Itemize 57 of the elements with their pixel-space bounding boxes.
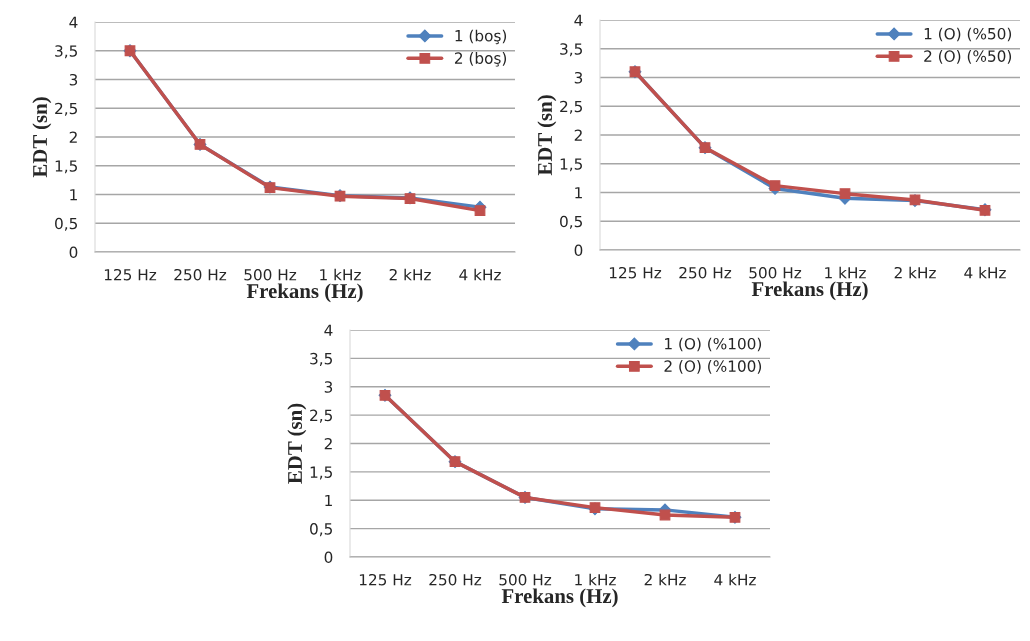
y-tick-label: 0,5	[310, 523, 332, 537]
y-tick-label: 4	[69, 16, 78, 28]
y-tick-label: 3	[574, 71, 583, 84]
y-axis-title: EDT (sn)	[537, 95, 557, 176]
y-tick-label: 4	[574, 14, 583, 26]
y-tick-label: 2	[69, 131, 77, 143]
legend-label: 1 (boş)	[455, 29, 507, 45]
x-tick-label: 125 Hz	[359, 573, 412, 586]
x-tick-label: 500 Hz	[749, 266, 802, 279]
x-tick-label: 125 Hz	[104, 268, 157, 281]
y-axis-title: EDT (sn)	[32, 97, 52, 178]
x-axis-title: Frekans (Hz)	[751, 281, 868, 301]
y-tick-label: 3	[324, 381, 333, 393]
y-tick-label: 2,5	[560, 100, 582, 114]
y-tick-label: 3,5	[310, 352, 332, 366]
y-tick-label: 1,5	[310, 466, 332, 480]
y-tick-label: 1,5	[560, 158, 582, 172]
y-tick-label: 0,5	[55, 217, 77, 231]
y-tick-label: 2,5	[55, 102, 77, 116]
legend-label: 1 (O) (%100)	[665, 337, 762, 352]
x-tick-label: 4 kHz	[459, 268, 501, 281]
x-tick-label: 1 kHz	[575, 573, 616, 586]
x-tick-label: 125 Hz	[609, 266, 662, 279]
x-tick-label: 2 kHz	[644, 573, 686, 586]
y-tick-label: 1,5	[55, 160, 77, 174]
legend-label: 2 (O) (%100)	[664, 360, 762, 374]
y-tick-label: 2	[324, 437, 332, 450]
x-tick-label: 250 Hz	[174, 268, 227, 281]
x-tick-label: 4 kHz	[714, 573, 756, 586]
x-tick-label: 2 kHz	[894, 266, 936, 279]
y-tick-label: 4	[324, 324, 333, 336]
x-tick-label: 4 kHz	[964, 266, 1006, 279]
y-tick-label: 3,5	[55, 45, 77, 59]
legend-label: 2 (boş)	[454, 52, 507, 67]
y-tick-label: 2,5	[310, 409, 332, 423]
y-axis-title: EDT (sn)	[287, 403, 307, 484]
y-tick-label: 2	[574, 129, 582, 141]
x-tick-label: 1 kHz	[320, 268, 361, 281]
x-tick-label: 500 Hz	[499, 573, 552, 586]
legend-label: 1 (O) (%50)	[924, 27, 1012, 42]
x-tick-label: 250 Hz	[429, 573, 482, 586]
y-tick-label: 3,5	[560, 43, 582, 57]
x-tick-label: 250 Hz	[679, 266, 732, 279]
y-tick-label: 0	[574, 244, 583, 257]
y-tick-label: 0,5	[560, 215, 582, 229]
legend-label: 2 (O) (%50)	[924, 50, 1012, 64]
x-tick-label: 1 kHz	[825, 266, 866, 279]
y-tick-label: 0	[69, 246, 78, 259]
y-tick-label: 1	[70, 189, 77, 201]
y-tick-label: 0	[324, 551, 333, 564]
x-axis-title: Frekans (Hz)	[501, 588, 618, 608]
x-axis-title: Frekans (Hz)	[246, 283, 363, 303]
x-tick-label: 2 kHz	[389, 268, 431, 281]
y-tick-label: 1	[325, 494, 332, 507]
y-tick-label: 3	[69, 73, 78, 86]
y-tick-label: 1	[575, 187, 582, 199]
x-tick-label: 500 Hz	[244, 268, 297, 281]
